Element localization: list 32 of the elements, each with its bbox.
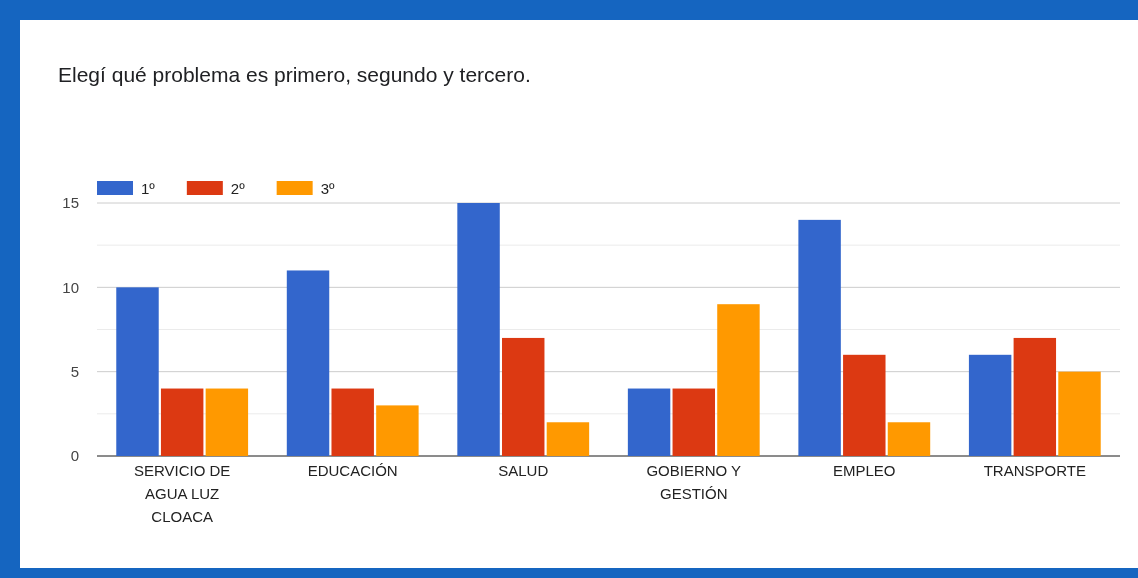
legend-label: 3º [320, 180, 335, 197]
bar [1058, 371, 1101, 456]
y-tick-label: 15 [62, 194, 79, 212]
chart-title: Elegí qué problema es primero, segundo y tercero. [58, 63, 531, 86]
x-tick-label: TRANSPORTE [983, 462, 1086, 479]
y-tick-label: 10 [62, 278, 79, 296]
y-tick-label: 0 [70, 447, 79, 465]
legend-label: 1º [141, 180, 156, 197]
x-tick-label: SALUD [498, 462, 549, 479]
bar [843, 354, 886, 456]
bar [717, 304, 760, 456]
bar [546, 422, 590, 456]
bar [502, 337, 545, 456]
bar [798, 219, 841, 456]
bar [887, 422, 931, 456]
bar [286, 270, 330, 456]
bar [627, 388, 671, 456]
bar [457, 203, 500, 456]
bar [205, 388, 249, 456]
bar [160, 388, 204, 456]
x-tick-label: GOBIERNO Y GESTIÓN [646, 462, 742, 502]
bar [968, 354, 1012, 456]
x-tick-label: EDUCACIÓN [307, 462, 398, 479]
y-tick-label: 5 [70, 362, 79, 380]
bar [376, 405, 419, 456]
bar [672, 388, 715, 456]
bar [116, 287, 159, 456]
x-tick-label: SERVICIO DE AGUA LUZ CLOACA [133, 462, 231, 525]
bar [1013, 337, 1057, 456]
legend-label: 2º [230, 180, 246, 197]
x-tick-label: EMPLEO [833, 462, 896, 479]
bar [331, 388, 374, 456]
